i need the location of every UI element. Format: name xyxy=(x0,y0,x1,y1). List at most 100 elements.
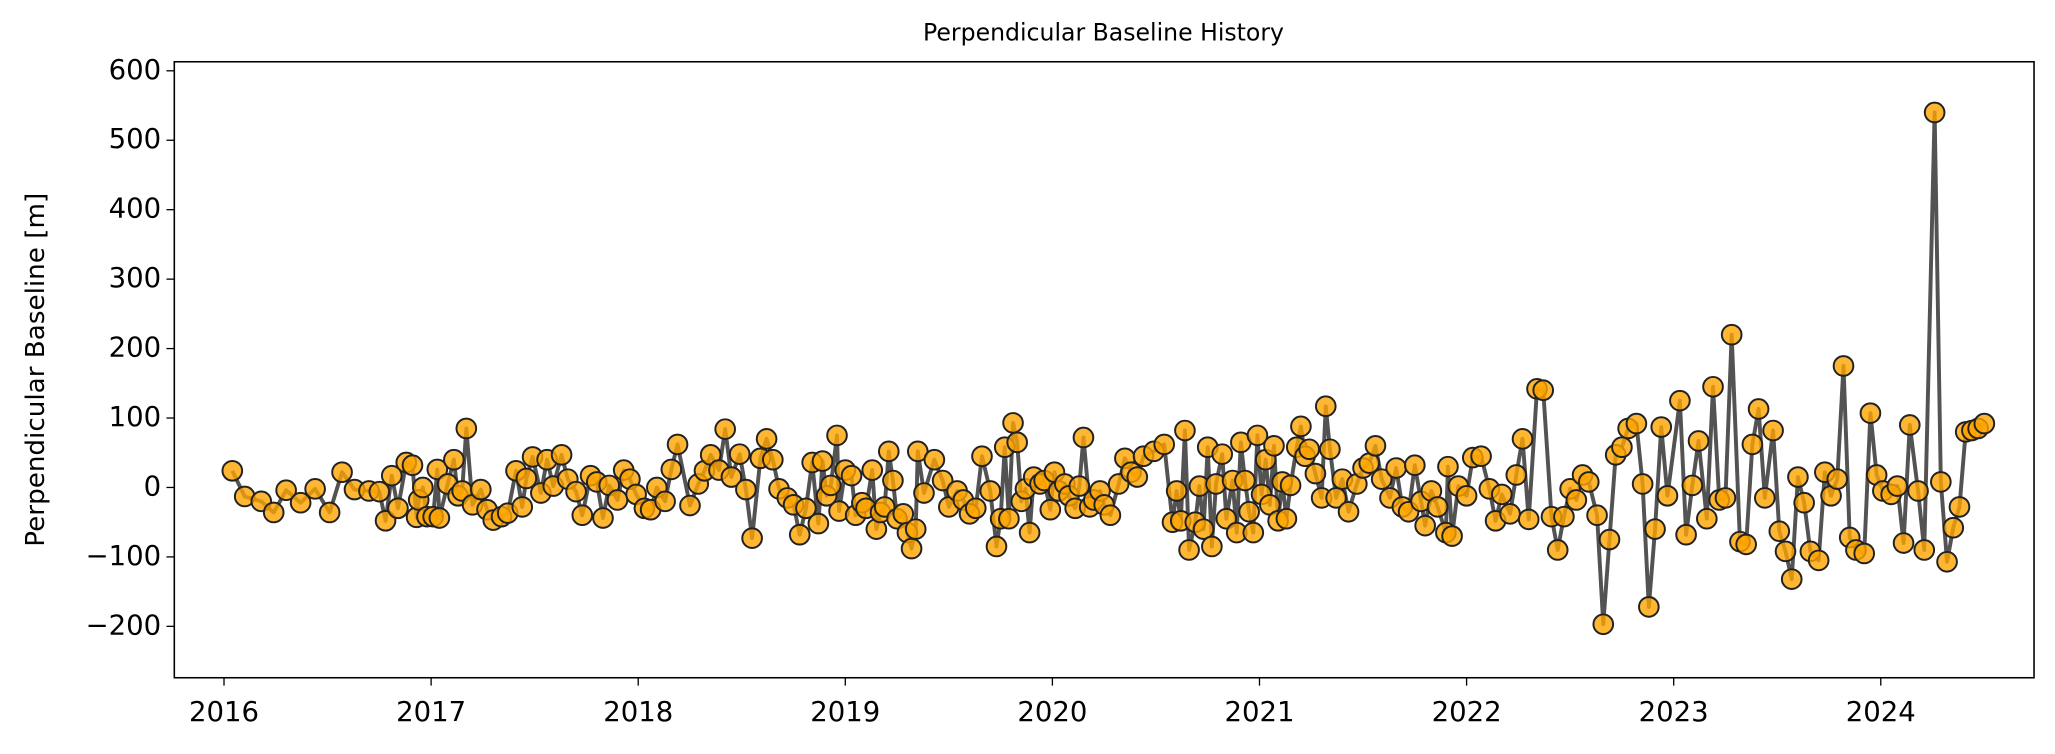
data-point xyxy=(1517,508,1540,531)
data-point xyxy=(571,504,594,527)
data-point xyxy=(1364,434,1387,457)
data-point xyxy=(1687,430,1710,452)
data-point xyxy=(1178,539,1200,561)
data-point xyxy=(1039,498,1062,521)
data-point xyxy=(1006,431,1029,454)
data-point xyxy=(1325,487,1347,509)
data-point xyxy=(1586,504,1608,527)
data-point xyxy=(1669,389,1691,412)
data-point xyxy=(592,507,614,529)
data-point xyxy=(728,443,751,465)
data-point xyxy=(1565,489,1588,511)
data-point xyxy=(741,527,763,549)
data-point xyxy=(469,478,492,501)
data-point xyxy=(1913,539,1936,561)
data-point xyxy=(807,512,830,535)
data-point xyxy=(1681,474,1704,497)
y-tick-label: 600 xyxy=(109,54,162,86)
data-point xyxy=(401,454,424,477)
data-point xyxy=(318,501,341,524)
data-point xyxy=(1455,484,1478,507)
y-tick-label: 500 xyxy=(109,123,162,155)
data-point xyxy=(666,433,689,456)
data-point xyxy=(1165,480,1188,502)
data-point xyxy=(654,490,676,513)
data-point xyxy=(1930,471,1952,493)
data-point xyxy=(1192,518,1215,540)
data-point xyxy=(1099,504,1122,527)
data-point xyxy=(1002,412,1024,434)
data-point xyxy=(1385,457,1407,479)
data-point xyxy=(755,428,778,450)
y-tick-label: 300 xyxy=(109,262,162,294)
data-point xyxy=(1298,438,1321,461)
data-point xyxy=(1793,491,1815,514)
data-point xyxy=(1153,433,1176,456)
data-point xyxy=(840,464,863,487)
data-point xyxy=(565,480,587,503)
data-point xyxy=(1598,528,1621,551)
data-point xyxy=(1263,434,1285,457)
data-point xyxy=(826,424,848,447)
data-point xyxy=(1437,455,1459,478)
data-point xyxy=(1747,398,1770,420)
data-point xyxy=(1735,533,1757,556)
data-point xyxy=(1414,514,1436,537)
data-point xyxy=(455,417,478,440)
y-tick-label: 100 xyxy=(109,401,162,433)
data-point xyxy=(380,464,403,487)
data-point xyxy=(1720,323,1743,346)
data-point xyxy=(1553,505,1575,528)
data-point xyxy=(1714,487,1737,509)
data-point xyxy=(882,469,904,492)
data-point xyxy=(289,491,312,514)
data-point xyxy=(1832,355,1855,377)
data-point xyxy=(788,523,811,546)
data-point xyxy=(1702,375,1724,398)
data-point xyxy=(1211,443,1234,465)
x-tick-label: 2024 xyxy=(1846,696,1916,728)
data-point xyxy=(1018,521,1041,544)
data-point xyxy=(1275,507,1298,530)
data-point xyxy=(1370,468,1393,490)
data-point xyxy=(1886,475,1909,497)
y-tick-label: 400 xyxy=(109,193,162,225)
data-point xyxy=(1675,523,1697,546)
data-point xyxy=(1592,613,1615,636)
data-point xyxy=(985,535,1008,558)
data-point xyxy=(426,458,449,481)
data-point xyxy=(412,476,434,499)
data-point xyxy=(1319,438,1341,461)
data-point xyxy=(1546,539,1569,561)
data-point xyxy=(1741,433,1764,456)
data-point xyxy=(443,448,465,471)
y-tick-label: 0 xyxy=(144,470,162,502)
data-point xyxy=(1753,487,1776,509)
data-point xyxy=(735,478,757,501)
data-point xyxy=(660,458,683,481)
data-point xyxy=(1337,500,1360,523)
data-point xyxy=(1892,532,1915,554)
x-tick-label: 2018 xyxy=(603,696,673,728)
data-point xyxy=(1656,484,1679,507)
data-point xyxy=(971,445,993,468)
x-tick-label: 2016 xyxy=(189,696,259,728)
y-tick-label: −100 xyxy=(86,540,162,572)
data-point xyxy=(714,418,736,440)
x-tick-label: 2019 xyxy=(810,696,880,728)
x-tick-label: 2021 xyxy=(1224,696,1294,728)
data-point xyxy=(1907,480,1929,502)
data-point xyxy=(550,444,573,466)
data-point xyxy=(964,497,987,520)
data-point xyxy=(331,461,353,484)
data-point xyxy=(1234,469,1256,492)
data-point xyxy=(428,507,451,529)
data-point xyxy=(1787,466,1809,488)
data-point xyxy=(1174,419,1196,442)
data-point xyxy=(979,480,1002,502)
data-point xyxy=(1126,466,1149,488)
data-point xyxy=(1490,483,1513,506)
data-point xyxy=(1923,101,1946,124)
data-point xyxy=(1201,535,1223,558)
